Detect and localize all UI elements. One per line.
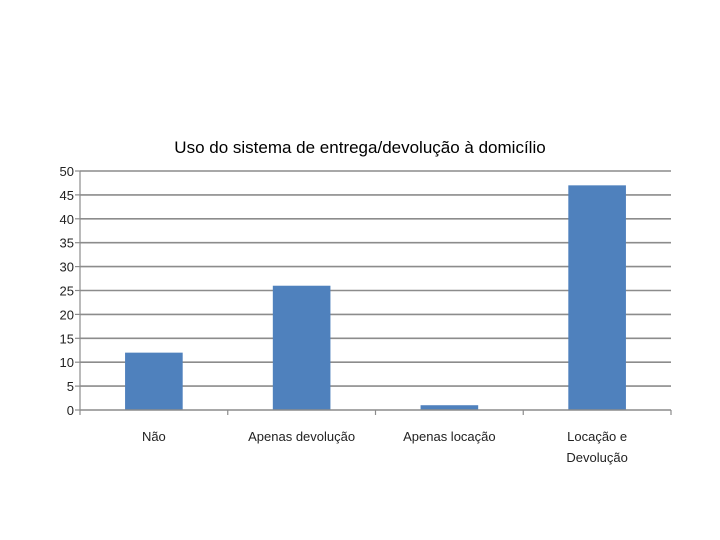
y-tick-label: 45 (60, 188, 74, 203)
y-tick-label: 5 (67, 379, 74, 394)
bar (125, 352, 183, 410)
y-axis: 0 5 10 15 20 25 30 35 40 45 50 (60, 164, 81, 418)
bar (420, 405, 479, 410)
x-category-label: Apenas locação (403, 429, 496, 444)
y-tick-label: 0 (67, 403, 74, 418)
y-tick-label: 10 (60, 355, 74, 370)
bar (568, 185, 626, 410)
bar (272, 285, 331, 410)
x-category-label: Apenas devolução (248, 429, 355, 444)
x-axis: Não Apenas devolução Apenas locação Locação… (79, 409, 672, 465)
x-category-label: Não (142, 429, 166, 444)
y-tick-label: 15 (60, 331, 74, 346)
bars (125, 185, 626, 410)
y-tick-label: 20 (60, 307, 74, 322)
y-tick-label: 40 (60, 212, 74, 227)
x-category-label: Locação e (567, 429, 627, 444)
y-tick-label: 35 (60, 236, 74, 251)
y-tick-label: 30 (60, 260, 74, 275)
y-tick-label: 50 (60, 164, 74, 179)
y-tick-label: 25 (60, 284, 74, 299)
chart-title: Uso do sistema de entrega/devolução à do… (174, 138, 545, 157)
x-category-label: Devolução (566, 450, 627, 465)
